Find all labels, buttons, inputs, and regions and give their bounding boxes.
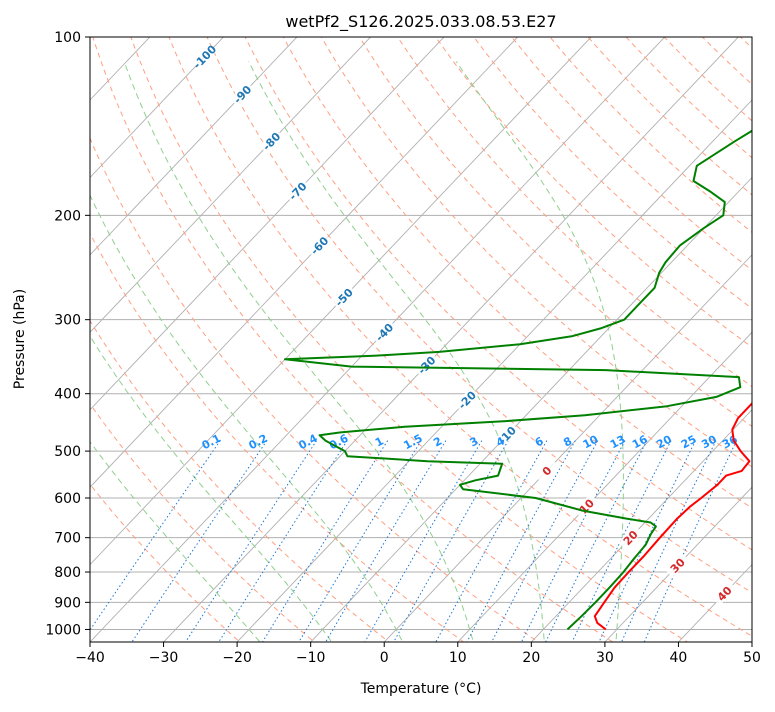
- y-tick-label: 200: [54, 208, 81, 224]
- x-tick-label: −20: [222, 650, 252, 666]
- x-tick-label: −30: [149, 650, 179, 666]
- y-tick-label: 1000: [45, 622, 81, 638]
- x-tick-label: 20: [522, 650, 540, 666]
- x-tick-label: 40: [670, 650, 688, 666]
- y-tick-label: 400: [54, 387, 81, 403]
- x-tick-label: 10: [449, 650, 467, 666]
- x-tick-label: −10: [296, 650, 326, 666]
- y-tick-label: 800: [54, 565, 81, 581]
- chart-title: wetPf2_S126.2025.033.08.53.E27: [285, 12, 556, 32]
- y-tick-label: 600: [54, 491, 81, 507]
- x-axis-label: Temperature (°C): [360, 681, 482, 697]
- y-tick-label: 500: [54, 444, 81, 460]
- x-tick-label: 30: [596, 650, 614, 666]
- x-tick-label: −40: [75, 650, 105, 666]
- x-tick-label: 0: [380, 650, 389, 666]
- y-axis-label: Pressure (hPa): [12, 289, 28, 389]
- y-tick-label: 700: [54, 531, 81, 547]
- y-tick-label: 100: [54, 30, 81, 46]
- x-tick-label: 50: [743, 650, 761, 666]
- y-tick-label: 300: [54, 313, 81, 329]
- y-tick-label: 900: [54, 595, 81, 611]
